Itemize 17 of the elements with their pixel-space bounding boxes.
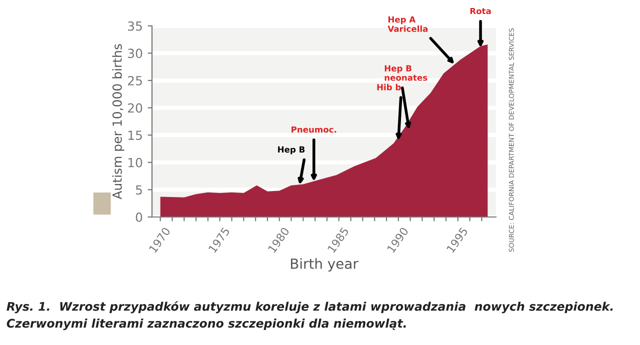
y-tick-label: 15 — [128, 130, 142, 140]
annotation: Pneumoc. — [292, 126, 336, 133]
text: Rys. 1. Wzrost przypadków autyzmu koreluje z latami wprowadzania nowych szczepionek. Czerwonymi literami zaznaczono szczepionki dla niemowląt. — [6, 301, 613, 330]
annotation: Hep B neonates — [384, 65, 428, 81]
y-tick-label: 20 — [128, 103, 142, 113]
x-axis-title: Birth year — [290, 258, 358, 272]
annotation: Hep B — [278, 146, 305, 154]
y-axis-title: Autism per 10,000 births — [112, 44, 124, 200]
y-tick-label: 0 — [136, 212, 142, 222]
y-tick-label: 5 — [136, 185, 142, 195]
y-tick-label: 30 — [128, 48, 142, 58]
annotation: Rota — [470, 8, 491, 14]
y-tick-label: 10 — [128, 158, 142, 168]
annotation: Hep A Varicella — [388, 16, 428, 32]
y-tick-label: 25 — [128, 76, 142, 86]
y-tick-label: 35 — [128, 21, 142, 31]
annotation: Hib b — [377, 84, 401, 90]
